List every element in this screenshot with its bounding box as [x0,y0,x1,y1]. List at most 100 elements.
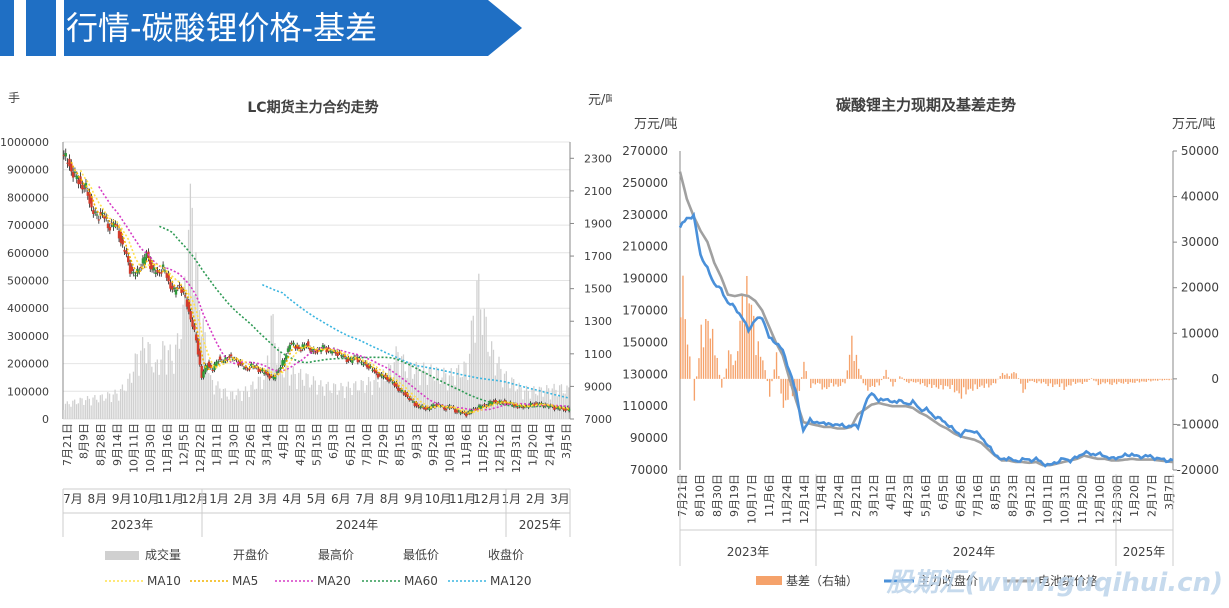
volume-bar [103,400,105,419]
candle-body [202,371,205,378]
candle-body [194,334,198,341]
basis-bar [915,378,917,383]
battery-price-line [678,171,1174,467]
volume-bar [546,385,548,419]
volume-bar [217,381,219,419]
volume-bar [204,332,206,419]
candle-body [338,351,341,353]
candle-body [476,408,479,410]
date-label: 10月31日 [1059,474,1072,524]
candle-body [310,350,314,352]
basis-bar [978,378,981,387]
left-tick-label: 210000 [622,240,668,254]
candle-body [321,345,325,349]
basis-bar [1129,378,1132,383]
basis-bar [1138,378,1141,383]
legend-label: 成交量 [145,547,181,562]
left-tick-label: 500000 [7,275,49,288]
basis-bar [1017,378,1020,379]
volume-bar [105,398,107,419]
legend-label: 最高价 [318,547,354,562]
chart-title: 碳酸锂主力现期及基差走势 [836,96,1016,114]
right-tick-label: -10000 [1176,417,1219,431]
legend-label: 电池级价格 [1038,573,1098,588]
volume-bar [470,320,473,419]
basis-bar [869,378,871,388]
chart-title: LC期货主力合约走势 [247,99,378,116]
right-tick-label: 90000 [584,380,612,393]
candle-body [369,366,372,368]
basis-bar [730,354,732,379]
volume-bar [127,378,129,419]
date-label: 1月4日 [815,474,828,510]
candle-body [503,400,506,402]
candle-body [492,400,495,402]
volume-bar [222,388,225,419]
basis-bar [926,378,928,388]
right-tick-label: 10000 [1181,326,1219,340]
candle-body [112,222,115,228]
volume-bar [344,398,346,419]
basis-bar [1154,378,1157,381]
basis-bar [944,378,947,386]
volume-bar [371,394,373,419]
date-label: 4月23日 [902,474,915,517]
volume-bar [511,377,513,419]
basis-bar [1106,378,1109,383]
volume-bar [432,377,434,419]
candle-body [77,179,80,185]
volume-bar [86,396,89,419]
basis-bar [784,378,787,401]
basis-bar [1024,378,1027,390]
candle-body [237,361,240,366]
basis-bar [725,368,728,379]
volume-bar [211,379,214,419]
candle-body [490,402,494,405]
volume-bar [92,397,94,419]
legend-swatch [105,551,139,560]
candle-body [386,376,389,380]
candle-body [479,405,483,409]
month-label: 1月 [501,492,521,506]
date-label: 7月21日 [61,423,74,466]
basis-bar [1031,378,1033,381]
volume-bar [160,359,162,419]
volume-bar [136,354,138,419]
candle-body [487,404,490,406]
volume-bar [347,381,350,419]
candle-body [516,407,519,409]
volume-bar [456,368,458,419]
basis-bar [1074,378,1077,384]
candle-body [389,379,393,381]
candle-body [431,404,435,407]
volume-bar [202,318,204,419]
basis-bar [842,378,844,383]
candle-body [340,355,343,357]
volume-bar [503,373,506,419]
candle-body [391,382,394,384]
basis-bar [1109,378,1111,385]
basis-bar [1088,378,1090,380]
basis-bar [1015,373,1017,379]
candle-body [284,355,288,360]
basis-bar [883,376,885,379]
basis-bar [1097,378,1100,386]
volume-bar [169,344,171,419]
basis-bar [903,378,906,381]
candle-body [193,325,196,330]
volume-bar [228,399,230,419]
candle-body [297,346,301,350]
basis-bar [1079,378,1081,383]
header-arrow [64,0,522,56]
basis-bar [1068,378,1070,386]
date-label: 11月6日 [763,474,776,517]
basis-bar [816,378,819,383]
volume-bar [307,374,309,419]
left-tick-label: 100000 [7,385,49,398]
basis-bar [976,378,979,390]
left-tick-label: 130000 [622,367,668,381]
legend-label: 最低价 [403,548,439,562]
volume-bar [505,371,507,419]
basis-bar [819,378,821,384]
basis-bar [762,360,764,379]
